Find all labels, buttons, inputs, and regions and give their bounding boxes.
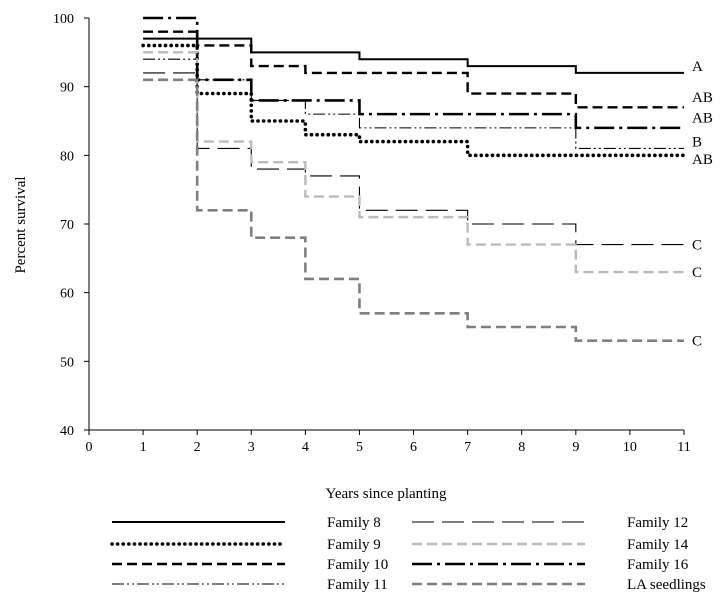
significance-letter: AB <box>692 111 713 127</box>
x-tick-label: 6 <box>410 440 417 455</box>
x-tick-label: 7 <box>464 440 471 455</box>
legend-label: Family 14 <box>627 537 689 553</box>
legend-label: Family 16 <box>627 557 689 573</box>
y-axis-title: Percent survival <box>13 176 29 273</box>
x-tick-label: 8 <box>518 440 525 455</box>
x-tick-label: 11 <box>677 440 690 455</box>
significance-letter: AB <box>692 90 713 106</box>
x-tick-label: 0 <box>86 440 93 455</box>
series-line-family-16 <box>143 16 684 130</box>
y-tick-label: 50 <box>60 355 74 370</box>
axes: 0 1 2 3 4 5 6 7 8 9 10 11 40 50 60 70 80 90 100 <box>53 12 691 455</box>
series-line-family-10 <box>143 30 684 109</box>
series-line-la-seedlings <box>143 78 684 343</box>
legend-label: Family 10 <box>327 557 388 573</box>
x-tick-label: 3 <box>248 440 255 455</box>
x-tick-label: 1 <box>140 440 147 455</box>
x-tick-label: 9 <box>572 440 579 455</box>
series-line-family-8 <box>143 37 684 74</box>
y-tick-label: 80 <box>60 149 74 164</box>
legend-label: Family 9 <box>327 537 381 553</box>
y-tick-label: 40 <box>60 424 74 439</box>
y-tick-label: 60 <box>60 287 74 302</box>
significance-letter: B <box>692 135 702 151</box>
legend-label: Family 8 <box>327 515 381 531</box>
series-layer <box>141 16 686 343</box>
y-tick-label: 100 <box>53 12 74 27</box>
series-line-family-12 <box>143 72 684 246</box>
legend-label: LA seedlings <box>627 577 706 593</box>
x-tick-label: 4 <box>302 440 309 455</box>
y-tick-label: 70 <box>60 218 74 233</box>
significance-letter: C <box>692 265 702 281</box>
series-line-family-9 <box>141 43 686 158</box>
significance-letter: C <box>692 238 702 254</box>
series-line-family-14 <box>143 51 684 274</box>
y-tick-label: 90 <box>60 81 74 96</box>
significance-letter: C <box>692 334 702 350</box>
x-tick-label: 10 <box>623 440 637 455</box>
legend-label: Family 11 <box>327 577 388 593</box>
x-tick-label: 5 <box>356 440 363 455</box>
x-axis-title: Years since planting <box>326 486 447 502</box>
legend: Family 8 Family 9 Family 10 Family 11 Family… <box>110 515 706 593</box>
significance-letter: AB <box>692 152 713 168</box>
x-tick-label: 2 <box>194 440 201 455</box>
legend-label: Family 12 <box>627 515 688 531</box>
significance-letter: A <box>692 59 703 75</box>
